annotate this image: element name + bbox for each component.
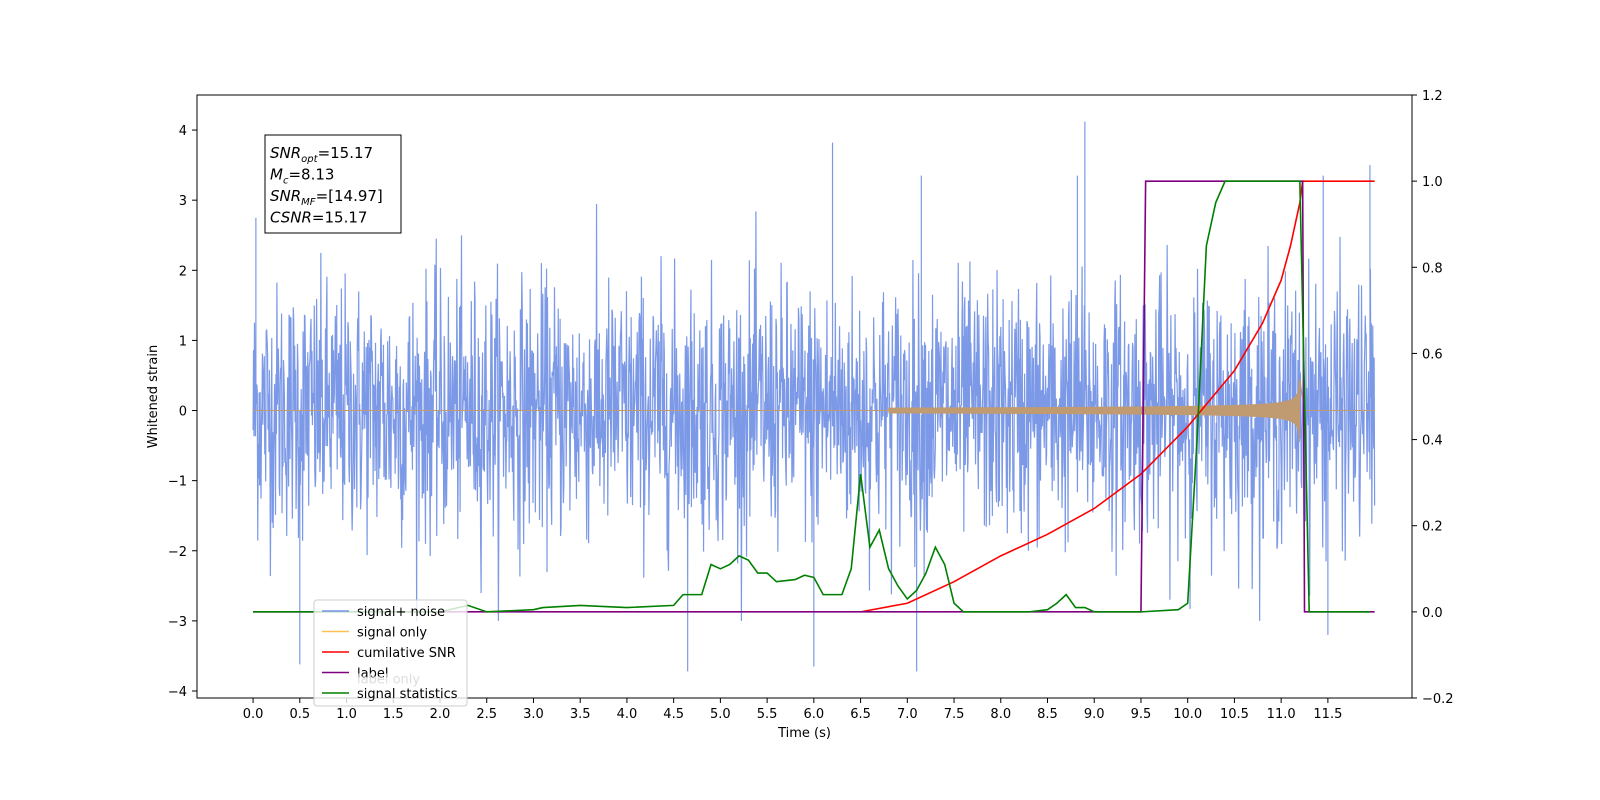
series-layer <box>252 121 1376 672</box>
info-line: Mc=8.13 <box>270 166 334 187</box>
y2-tick-label: 1.0 <box>1422 175 1443 190</box>
legend-label-faded: label only <box>357 673 420 688</box>
x-tick-label: 3.5 <box>570 707 591 722</box>
x-tick-label: 6.0 <box>804 707 825 722</box>
x-tick-label: 6.5 <box>850 707 871 722</box>
y2-tick-label: 0.8 <box>1422 261 1443 276</box>
legend-frame <box>313 599 468 707</box>
x-tick-label: 9.0 <box>1084 707 1105 722</box>
x-tick-label: 11.0 <box>1267 707 1296 722</box>
y-tick-label: −1 <box>168 475 187 490</box>
x-axis: 0.0 0.5 1.0 1.5 2.0 2.5 3.0 3.5 4.0 4.5 5.0 5.5 6.0 6… <box>243 698 1342 722</box>
y-tick-label: −4 <box>168 685 187 700</box>
x-tick-label: 1.5 <box>383 707 404 722</box>
x-tick-label: 8.5 <box>1037 707 1058 722</box>
x-tick-label: 9.5 <box>1131 707 1152 722</box>
legend-label: signal only <box>357 626 427 641</box>
x-tick-label: 7.5 <box>944 707 965 722</box>
y-axis-right: 1.2 1.0 0.8 0.6 0.4 0.2 0.0 −0.2 <box>1412 89 1454 707</box>
x-tick-label: 2.5 <box>476 707 497 722</box>
y2-tick-label: −0.2 <box>1422 692 1454 707</box>
x-tick-label: 10.0 <box>1173 707 1202 722</box>
x-tick-label: 5.5 <box>757 707 778 722</box>
y-tick-label: 4 <box>179 124 187 139</box>
y-tick-label: −2 <box>168 545 187 560</box>
x-tick-label: 2.0 <box>430 707 451 722</box>
x-tick-label: 4.5 <box>663 707 684 722</box>
legend-label: label <box>357 667 388 682</box>
legend-label: cumilative SNR <box>357 646 456 661</box>
y2-tick-label: 0.6 <box>1422 347 1443 362</box>
series-line-signal-plus-noise <box>252 121 1376 672</box>
y-tick-label: −3 <box>168 615 187 630</box>
info-line: CSNR=15.17 <box>270 209 367 227</box>
info-box-frame <box>264 134 402 234</box>
legend-label: signal statistics <box>357 687 458 702</box>
y-axis-label: Whitened strain <box>146 345 161 448</box>
x-tick-label: 3.0 <box>523 707 544 722</box>
x-tick-label: 8.0 <box>990 707 1011 722</box>
series-line-signal-statistics <box>253 180 1370 613</box>
x-tick-label: 10.5 <box>1220 707 1249 722</box>
x-tick-label: 0.5 <box>289 707 310 722</box>
y-tick-label: 0 <box>179 405 187 420</box>
x-tick-label: 0.0 <box>243 707 264 722</box>
info-box: SNRopt=15.17Mc=8.13SNRMF=[14.97]CSNR=15.… <box>264 134 402 234</box>
y-axis-left: 4 3 2 1 0 −1 −2 −3 −4 <box>168 124 197 700</box>
axes-frame <box>196 94 1413 699</box>
x-tick-label: 11.5 <box>1313 707 1342 722</box>
legend-label: signal+ noise <box>357 605 445 620</box>
y-tick-label: 2 <box>179 264 187 279</box>
x-tick-label: 4.0 <box>617 707 638 722</box>
y2-tick-label: 0.4 <box>1422 434 1443 449</box>
series-line-cumilative-snr <box>860 180 1375 613</box>
x-tick-label: 5.0 <box>710 707 731 722</box>
y2-tick-label: 1.2 <box>1422 89 1443 104</box>
x-tick-label: 7.0 <box>897 707 918 722</box>
x-tick-label: 1.0 <box>336 707 357 722</box>
info-line: SNRMF=[14.97] <box>270 187 383 208</box>
y2-tick-label: 0.0 <box>1422 606 1443 621</box>
legend: signal+ noise signal only cumilative SNR la… <box>313 599 468 707</box>
y2-tick-label: 0.2 <box>1422 520 1443 535</box>
y-tick-label: 3 <box>179 194 187 209</box>
x-axis-label: Time (s) <box>777 726 831 741</box>
info-line: SNRopt=15.17 <box>270 144 373 165</box>
series-line-signal-only <box>253 379 1375 442</box>
y-tick-label: 1 <box>179 334 187 349</box>
